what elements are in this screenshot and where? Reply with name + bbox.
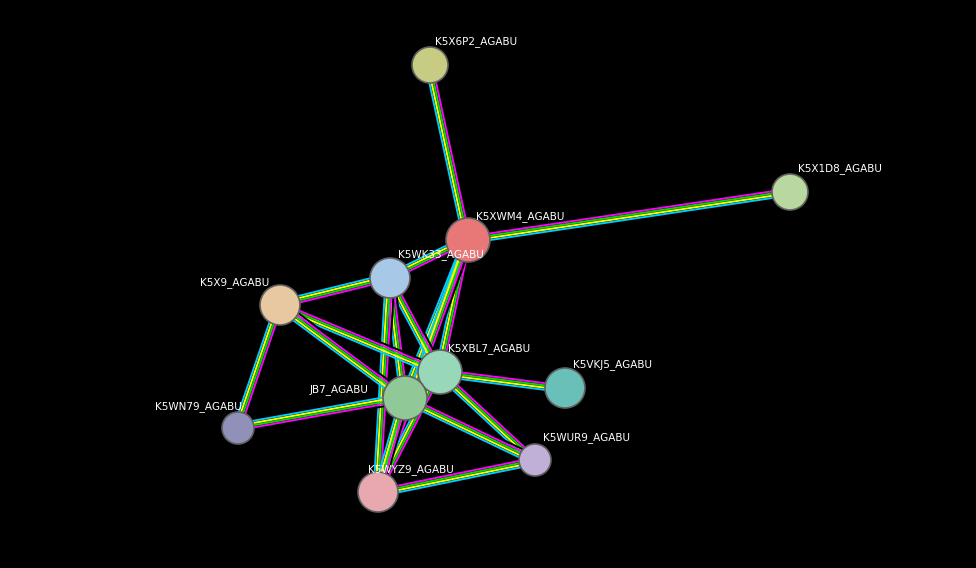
Circle shape	[772, 174, 808, 210]
Circle shape	[418, 350, 462, 394]
Circle shape	[370, 258, 410, 298]
Text: K5WN79_AGABU: K5WN79_AGABU	[155, 401, 242, 412]
Circle shape	[412, 47, 448, 83]
Circle shape	[383, 376, 427, 420]
Text: K5WYZ9_AGABU: K5WYZ9_AGABU	[368, 464, 454, 475]
Text: K5WUR9_AGABU: K5WUR9_AGABU	[543, 432, 630, 443]
Text: K5X6P2_AGABU: K5X6P2_AGABU	[435, 36, 517, 47]
Text: K5XWM4_AGABU: K5XWM4_AGABU	[476, 211, 564, 222]
Text: K5X9_AGABU: K5X9_AGABU	[200, 277, 269, 288]
Circle shape	[222, 412, 254, 444]
Text: K5WK33_AGABU: K5WK33_AGABU	[398, 249, 484, 260]
Text: K5XBL7_AGABU: K5XBL7_AGABU	[448, 343, 530, 354]
Circle shape	[358, 472, 398, 512]
Text: K5X1D8_AGABU: K5X1D8_AGABU	[798, 163, 882, 174]
Circle shape	[519, 444, 551, 476]
Text: JB7_AGABU: JB7_AGABU	[310, 384, 369, 395]
Text: K5VKJ5_AGABU: K5VKJ5_AGABU	[573, 359, 652, 370]
Circle shape	[545, 368, 585, 408]
Circle shape	[260, 285, 300, 325]
Circle shape	[446, 218, 490, 262]
